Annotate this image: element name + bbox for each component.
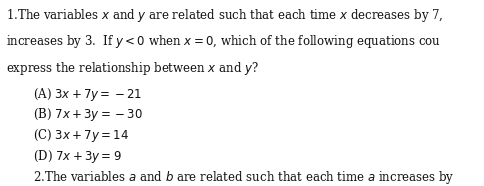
Text: 2.The variables $a$ and $b$ are related such that each time $a$ increases by: 2.The variables $a$ and $b$ are related … — [33, 169, 454, 186]
Text: 1.The variables $x$ and $y$ are related such that each time $x$ decreases by 7,: 1.The variables $x$ and $y$ are related … — [6, 7, 442, 24]
Text: (C) $3x + 7y = 14$: (C) $3x + 7y = 14$ — [33, 127, 129, 144]
Text: (A) $3x + 7y = -21$: (A) $3x + 7y = -21$ — [33, 86, 142, 102]
Text: (B) $7x + 3y = -30$: (B) $7x + 3y = -30$ — [33, 106, 142, 123]
Text: express the relationship between $x$ and $y$?: express the relationship between $x$ and… — [6, 60, 258, 77]
Text: (D) $7x + 3y = 9$: (D) $7x + 3y = 9$ — [33, 148, 121, 165]
Text: increases by 3.  If $y < 0$ when $x = 0$, which of the following equations cou: increases by 3. If $y < 0$ when $x = 0$,… — [6, 33, 440, 50]
